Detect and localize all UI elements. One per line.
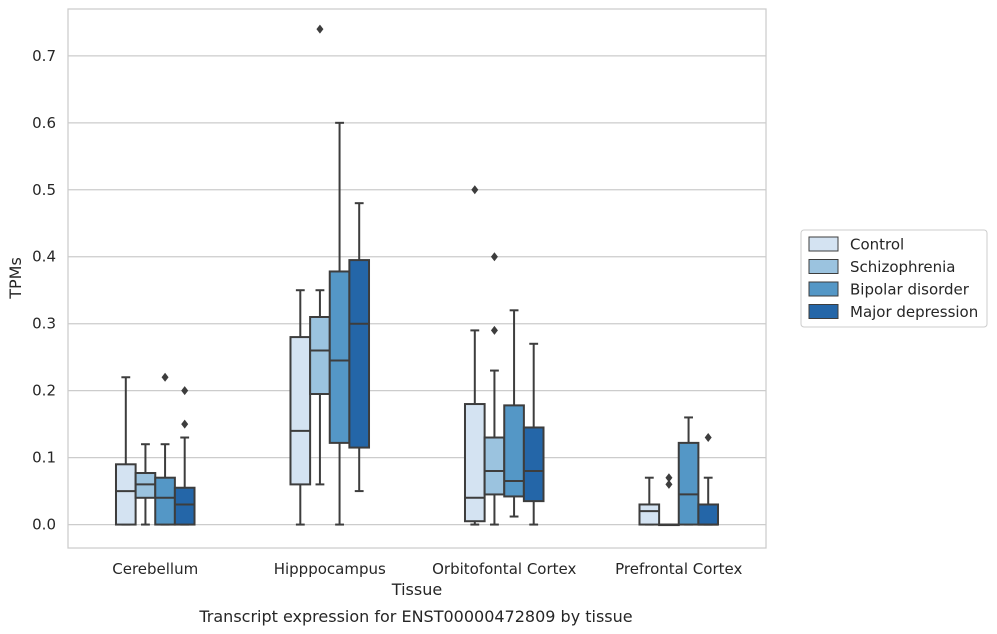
box-body xyxy=(289,336,312,486)
legend-label: Major depression xyxy=(850,303,978,321)
legend-swatch xyxy=(808,236,839,252)
x-tick-label: Orbitofontal Cortex xyxy=(432,560,576,578)
legend: Control Schizophrenia Bipolar disorder Majo… xyxy=(800,229,988,328)
legend-frame xyxy=(800,229,988,328)
outlier-point xyxy=(181,386,189,396)
box-schizophrenia xyxy=(658,473,680,527)
x-tick-label: Cerebellum xyxy=(112,560,198,578)
outlier-point xyxy=(704,433,712,443)
x-tick-label: Hipppocampus xyxy=(274,560,386,578)
legend-label: Bipolar disorder xyxy=(850,281,970,299)
boxes xyxy=(114,24,720,527)
box-control xyxy=(289,289,312,526)
box-body xyxy=(309,316,331,395)
box-bipolar-disorder xyxy=(677,416,700,526)
y-tick-labels: 0.0 0.1 0.2 0.3 0.4 0.5 0.6 0.7 xyxy=(32,47,56,534)
box-major-depression xyxy=(697,433,720,526)
outlier-point xyxy=(471,185,479,195)
outlier-point xyxy=(665,479,673,489)
box-control xyxy=(463,185,486,526)
box-schizophrenia xyxy=(134,443,157,526)
box-body xyxy=(134,472,157,499)
legend-swatch xyxy=(808,304,839,319)
box-major-depression xyxy=(522,342,545,526)
box-body xyxy=(114,463,137,526)
box-body xyxy=(522,426,545,503)
y-axis-title: TPMs xyxy=(6,257,25,300)
box-body xyxy=(677,441,700,526)
x-axis-title: Tissue xyxy=(391,580,442,599)
box-body xyxy=(638,503,661,526)
outlier-point xyxy=(490,325,498,335)
outlier-point xyxy=(316,24,324,34)
x-tick-label: Prefrontal Cortex xyxy=(615,560,742,578)
box-body xyxy=(697,503,720,526)
y-tick-label: 0.2 xyxy=(32,382,56,400)
outlier-point xyxy=(490,252,498,262)
outlier-point xyxy=(161,372,169,382)
box-body xyxy=(173,486,196,526)
box-body xyxy=(503,404,525,498)
legend-swatch xyxy=(808,259,839,274)
y-tick-label: 0.3 xyxy=(32,315,56,333)
plot-frame xyxy=(67,8,767,549)
box-body xyxy=(483,436,506,496)
box-major-depression xyxy=(348,202,371,493)
legend-swatch xyxy=(808,281,839,297)
y-tick-label: 0.5 xyxy=(32,181,56,199)
x-tick-labels: Cerebellum Hipppocampus Orbitofontal Corte… xyxy=(112,560,742,578)
chart-caption: Transcript expression for ENST0000047280… xyxy=(198,607,632,626)
y-tick-label: 0.7 xyxy=(32,47,56,65)
y-tick-label: 0.4 xyxy=(32,248,56,266)
outlier-point xyxy=(665,473,673,483)
y-tick-label: 0.1 xyxy=(32,449,56,467)
box-control xyxy=(638,476,661,526)
legend-entries: Control Schizophrenia Bipolar disorder Majo… xyxy=(808,236,978,321)
y-tick-label: 0.6 xyxy=(32,114,56,132)
box-schizophrenia xyxy=(483,252,506,526)
box-major-depression xyxy=(173,386,196,526)
box-body xyxy=(154,476,176,526)
outlier-point xyxy=(181,419,189,429)
box-bipolar-disorder xyxy=(328,121,351,526)
y-tick-label: 0.0 xyxy=(32,516,56,534)
box-body xyxy=(328,270,351,444)
legend-label: Schizophrenia xyxy=(850,258,955,276)
legend-label: Control xyxy=(850,236,904,254)
box-body xyxy=(463,403,486,523)
box-body xyxy=(348,259,371,449)
